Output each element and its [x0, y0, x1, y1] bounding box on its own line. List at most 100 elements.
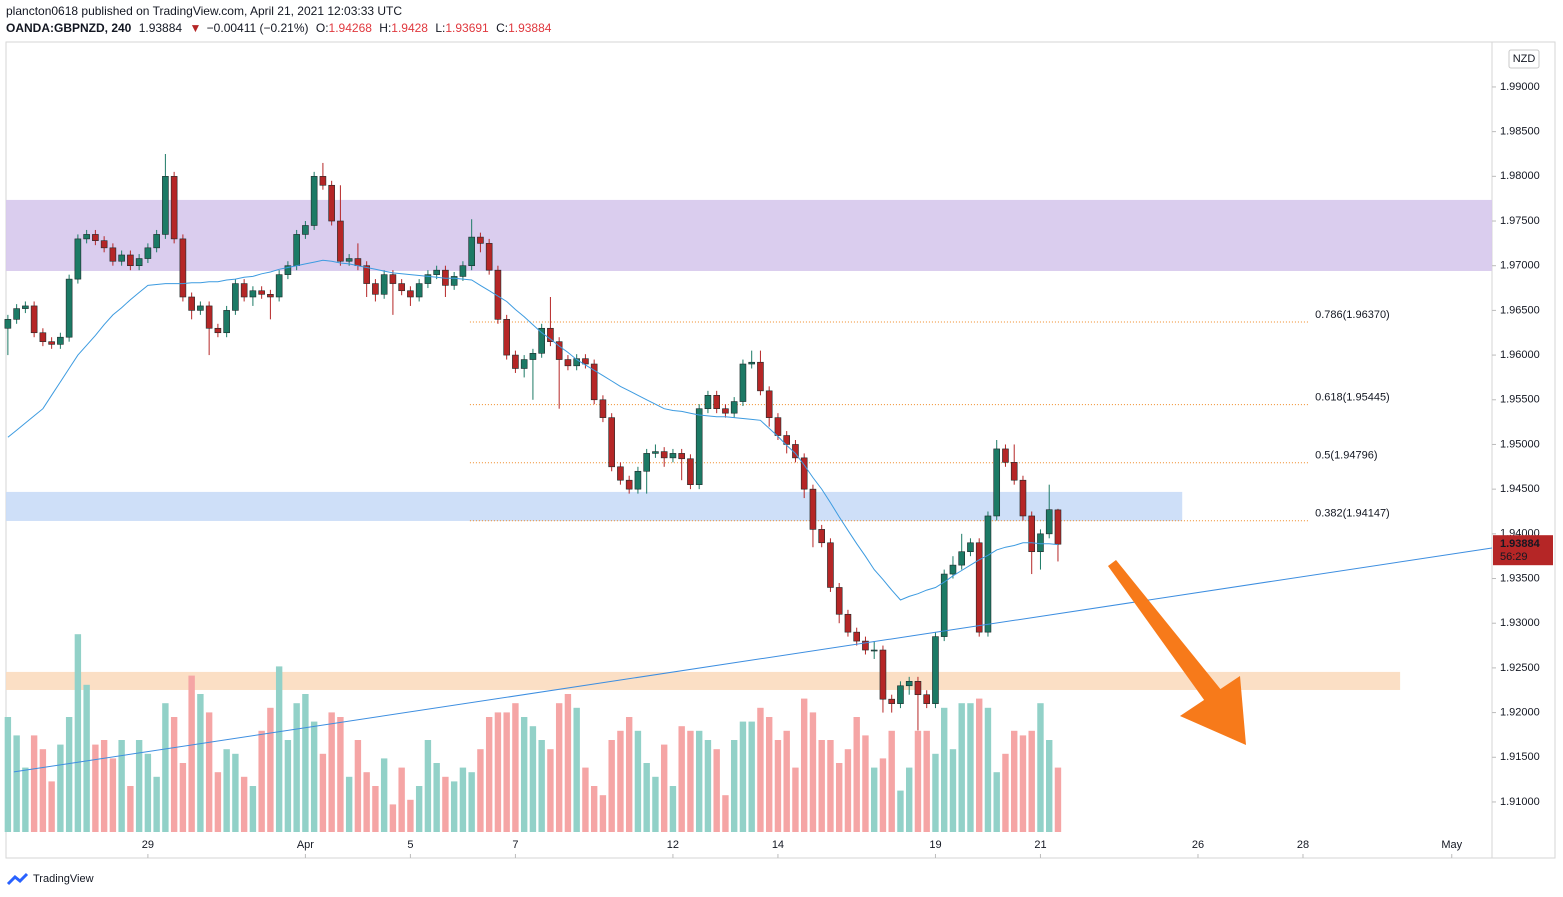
- volume-bar: [240, 776, 248, 832]
- candle-body: [144, 247, 152, 259]
- volume-bar: [65, 717, 73, 832]
- volume-bar: [22, 767, 29, 832]
- volume-bar: [949, 749, 957, 832]
- volume-bar: [958, 703, 965, 832]
- volume-bar: [380, 758, 388, 832]
- volume-bar: [179, 763, 187, 832]
- volume-bar: [870, 767, 878, 832]
- y-tick-label: 1.98500: [1500, 126, 1540, 138]
- volume-bar: [459, 767, 467, 832]
- candle-body: [477, 236, 484, 244]
- plot: 1.91000 1.91500 1.92000 1.92500 1.93000 1.935…: [4, 81, 1553, 858]
- volume-bar: [389, 804, 397, 832]
- y-tick-label: 1.93000: [1500, 617, 1540, 629]
- volume-bar: [835, 763, 843, 832]
- currency-box: [1508, 49, 1540, 69]
- volume-bar: [897, 790, 904, 832]
- candle-body: [538, 327, 545, 354]
- volume-bar: [739, 721, 747, 832]
- trendline: [13, 547, 1493, 773]
- candle-body: [188, 296, 195, 311]
- candle-body: [328, 184, 335, 222]
- arrow-shaft: [1108, 560, 1222, 704]
- y-tick-label: 1.92000: [1500, 706, 1540, 718]
- o-label: O:: [316, 21, 329, 35]
- y-tick-label: 1.99000: [1500, 81, 1540, 93]
- volume-bar: [984, 707, 992, 832]
- volume-bar: [730, 740, 738, 832]
- currency: NZD: [1513, 53, 1536, 65]
- candle-body: [57, 336, 64, 345]
- candle-body: [284, 265, 292, 275]
- x-tick-label: May: [1441, 839, 1462, 851]
- candle-body: [529, 352, 537, 360]
- zone: [6, 491, 1183, 521]
- candle-body: [608, 417, 615, 468]
- volume-bar: [503, 712, 510, 832]
- candle-body: [74, 238, 82, 280]
- volume-bar: [162, 703, 169, 832]
- volume-bar: [398, 767, 405, 832]
- candle-body: [730, 401, 738, 414]
- candle-body: [713, 395, 720, 410]
- volume-bar: [555, 703, 563, 832]
- volume-bar: [520, 717, 528, 832]
- candle-body: [267, 294, 274, 298]
- volume-bar: [284, 740, 292, 832]
- candle-body: [879, 649, 887, 700]
- candle-body: [940, 573, 948, 637]
- candle-body: [573, 358, 580, 367]
- candle-body: [214, 327, 222, 334]
- candle-body: [547, 327, 554, 342]
- candle-body: [127, 254, 134, 267]
- volume-bar: [608, 740, 615, 832]
- y-tick-label: 1.91000: [1500, 796, 1540, 808]
- candle-body: [65, 278, 73, 338]
- candle-body: [310, 176, 318, 226]
- y-tick-label: 1.94500: [1500, 483, 1540, 495]
- volume-bar: [599, 795, 607, 832]
- candle-body: [862, 640, 869, 651]
- volume-bar: [197, 694, 204, 832]
- volume-bar: [30, 735, 38, 832]
- volume-bar: [853, 717, 860, 832]
- volume-bar: [407, 799, 414, 832]
- candle-body: [625, 479, 633, 490]
- volume-bar: [144, 753, 152, 832]
- candle-body: [22, 305, 29, 309]
- volume-bar: [354, 740, 362, 832]
- volume-bar: [293, 703, 300, 832]
- candle-body: [695, 408, 703, 485]
- candle-body: [599, 399, 607, 418]
- volume-bar: [704, 740, 712, 832]
- y-tick-label: 1.98000: [1500, 170, 1540, 182]
- volume-bar: [415, 786, 423, 832]
- y-tick-label: 1.96500: [1500, 304, 1540, 316]
- volume-bar: [363, 772, 370, 832]
- volume-bar: [800, 698, 808, 832]
- candle-body: [407, 290, 414, 298]
- candle-body: [582, 358, 589, 365]
- candle-body: [468, 236, 475, 267]
- volume-bar: [319, 753, 327, 832]
- candle-body: [92, 234, 99, 241]
- y-tick-label: 1.97500: [1500, 215, 1540, 227]
- candle-body: [83, 234, 90, 240]
- candle-body: [345, 258, 353, 262]
- candle-body: [1010, 462, 1018, 481]
- volume-bar: [678, 726, 685, 832]
- volume-bar: [39, 749, 47, 832]
- zone: [6, 671, 1401, 690]
- volume-bar: [582, 767, 589, 832]
- volume-bar: [590, 786, 598, 832]
- volume-bar: [792, 767, 799, 832]
- x-tick-label: 26: [1192, 839, 1204, 851]
- volume-bar: [1054, 767, 1062, 832]
- volume-bar: [809, 712, 817, 832]
- volume-bar: [906, 767, 913, 832]
- volume-bar: [345, 776, 353, 832]
- candle-body: [372, 283, 379, 295]
- logo-icon: [6, 872, 29, 886]
- symbol-line: OANDA:GBPNZD, 240 1.93884 ▼ −0.00411 (−0…: [6, 21, 552, 35]
